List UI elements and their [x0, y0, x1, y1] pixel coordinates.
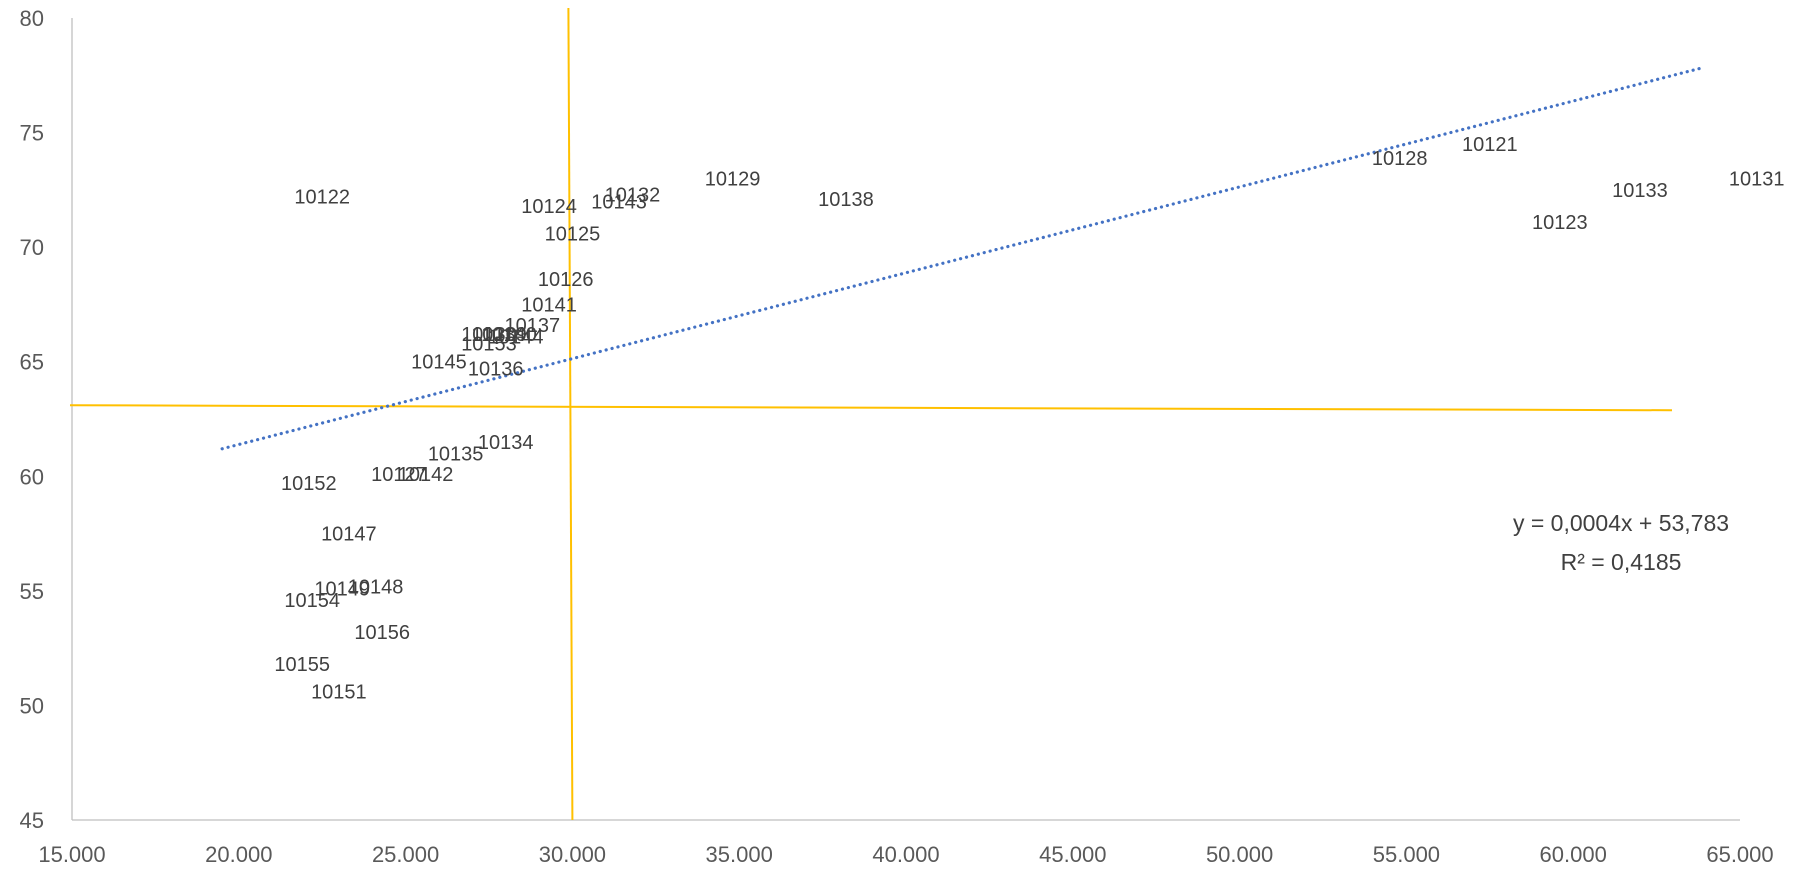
point-label: 10155: [274, 654, 330, 676]
point-label: 10121: [1462, 134, 1518, 156]
trendline-equation: y = 0,0004x + 53,783 R² = 0,4185: [1513, 510, 1729, 575]
point-label: 10145: [411, 352, 467, 374]
point-label: 10156: [354, 622, 410, 644]
point-label: 10142: [398, 464, 454, 486]
vertical-reference-line: [567, 7, 574, 821]
point-label: 10129: [705, 168, 761, 190]
x-tick-label: 55.000: [1373, 842, 1440, 867]
x-tick-labels: 15.000 20.000 25.000 30.000 35.000 40.000 45.0…: [38, 842, 1773, 867]
point-label: 10128: [1372, 148, 1428, 170]
point-label: 10125: [545, 223, 601, 245]
x-tick-label: 25.000: [372, 842, 439, 867]
point-label: 10132: [605, 184, 661, 206]
trendline-group: [220, 66, 1702, 451]
y-tick-label: 70: [20, 235, 44, 260]
trendline: [220, 66, 1702, 451]
x-tick-label: 30.000: [539, 842, 606, 867]
trendline-r-squared-text: R² = 0,4185: [1561, 549, 1682, 575]
point-label: 10122: [294, 187, 350, 209]
point-label: 10151: [311, 682, 367, 704]
y-tick-label: 45: [20, 808, 44, 833]
x-tick-label: 60.000: [1540, 842, 1607, 867]
y-tick-label: 75: [20, 121, 44, 146]
y-tick-label: 50: [20, 693, 44, 718]
y-tick-label: 55: [20, 579, 44, 604]
point-label: 10148: [348, 576, 404, 598]
y-tick-labels: 45 50 55 60 65 70 75 80: [20, 6, 44, 833]
point-label: 10141: [521, 294, 577, 316]
point-label: 10138: [818, 189, 874, 211]
point-label: 10126: [538, 269, 594, 291]
point-label: 10131: [1729, 168, 1785, 190]
trendline-equation-text: y = 0,0004x + 53,783: [1513, 510, 1729, 536]
x-tick-label: 15.000: [38, 842, 105, 867]
point-label: 10153: [461, 333, 517, 355]
point-label: 10130: [461, 324, 517, 346]
reference-lines: [69, 7, 1673, 821]
point-label: 10127: [371, 464, 427, 486]
y-tick-label: 80: [20, 6, 44, 31]
point-label: 10149: [314, 579, 370, 601]
point-label: 10136: [468, 359, 524, 381]
point-label: 10137: [505, 315, 561, 337]
point-label: 10139: [471, 324, 527, 346]
x-tick-label: 45.000: [1039, 842, 1106, 867]
x-tick-label: 65.000: [1706, 842, 1773, 867]
point-label: 10135: [428, 443, 484, 465]
point-label: 10144: [488, 327, 544, 349]
point-label: 10124: [521, 196, 577, 218]
x-tick-label: 50.000: [1206, 842, 1273, 867]
x-tick-label: 40.000: [872, 842, 939, 867]
point-label: 10140: [481, 324, 537, 346]
point-label: 10123: [1532, 212, 1588, 234]
point-label: 10143: [591, 191, 647, 213]
point-label: 10154: [284, 590, 340, 612]
x-tick-label: 35.000: [706, 842, 773, 867]
point-label: 10133: [1612, 180, 1668, 202]
y-tick-label: 65: [20, 350, 44, 375]
axes: [71, 18, 1740, 821]
x-tick-label: 20.000: [205, 842, 272, 867]
point-label: 10134: [478, 432, 534, 454]
y-tick-label: 60: [20, 464, 44, 489]
point-label: 10147: [321, 524, 377, 546]
horizontal-reference-line: [69, 404, 1673, 412]
point-label: 10152: [281, 473, 337, 495]
